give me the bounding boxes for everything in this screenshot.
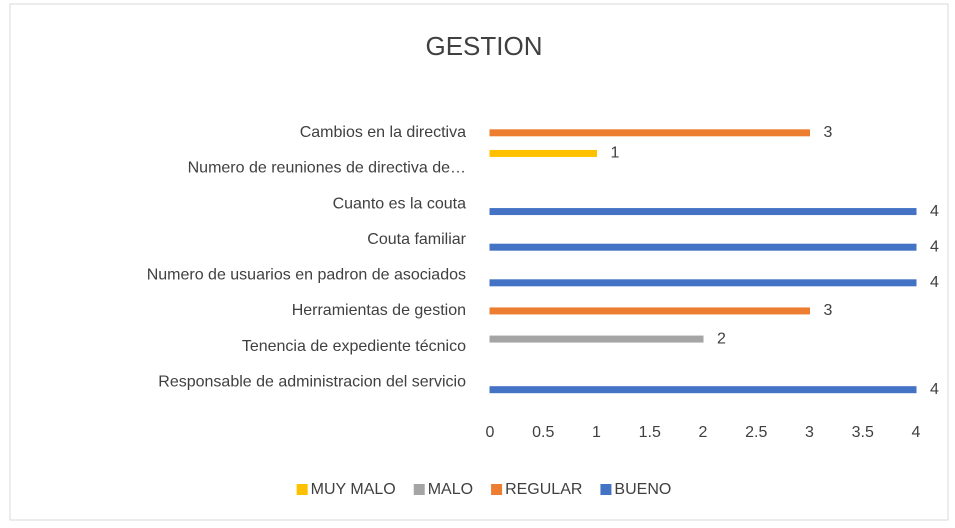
x-tick-label: 0.5	[532, 424, 554, 441]
y-tick-label: Couta familiar	[367, 231, 466, 248]
bar	[489, 307, 810, 315]
legend-label: REGULAR	[505, 481, 582, 498]
legend-swatch	[413, 484, 425, 495]
bar	[489, 129, 810, 137]
bar	[489, 149, 597, 157]
bar	[489, 279, 917, 287]
chart-title: GESTION	[425, 31, 542, 61]
value-label: 3	[824, 302, 833, 319]
y-tick-label: Cambios en la directiva	[300, 124, 466, 141]
value-label: 2	[717, 330, 726, 347]
y-tick-label: Herramientas de gestion	[292, 302, 466, 319]
y-tick-label: Numero de reuniones de directiva de…	[188, 160, 466, 177]
legend-label: MUY MALO	[311, 481, 396, 498]
x-tick-label: 0	[486, 424, 495, 441]
legend-swatch	[491, 484, 503, 495]
legend-label: MALO	[428, 481, 473, 498]
bar	[489, 243, 917, 251]
bar	[489, 208, 917, 216]
legend-swatch	[296, 484, 308, 495]
x-tick-label: 4	[912, 424, 921, 441]
bar	[489, 386, 917, 394]
y-tick-label: Numero de usuarios en padron de asociado…	[147, 267, 466, 284]
value-label: 4	[930, 381, 939, 398]
x-tick-label: 2.5	[745, 424, 767, 441]
value-label: 3	[824, 124, 833, 141]
legend-label: BUENO	[614, 481, 671, 498]
y-tick-label: Cuanto es la couta	[333, 195, 467, 212]
x-tick-label: 3.5	[852, 424, 874, 441]
y-tick-label: Tenencia de expediente técnico	[242, 338, 466, 355]
y-tick-label: Responsable de administracion del servic…	[158, 373, 466, 390]
bar	[489, 335, 704, 343]
value-label: 4	[930, 203, 939, 220]
chart-border	[9, 3, 949, 521]
x-tick-label: 1.5	[639, 424, 661, 441]
x-tick-label: 2	[699, 424, 708, 441]
x-tick-label: 3	[805, 424, 814, 441]
value-label: 1	[611, 145, 620, 162]
value-label: 4	[930, 238, 939, 255]
value-label: 4	[930, 274, 939, 291]
x-tick-label: 1	[592, 424, 601, 441]
legend-swatch	[600, 484, 612, 495]
